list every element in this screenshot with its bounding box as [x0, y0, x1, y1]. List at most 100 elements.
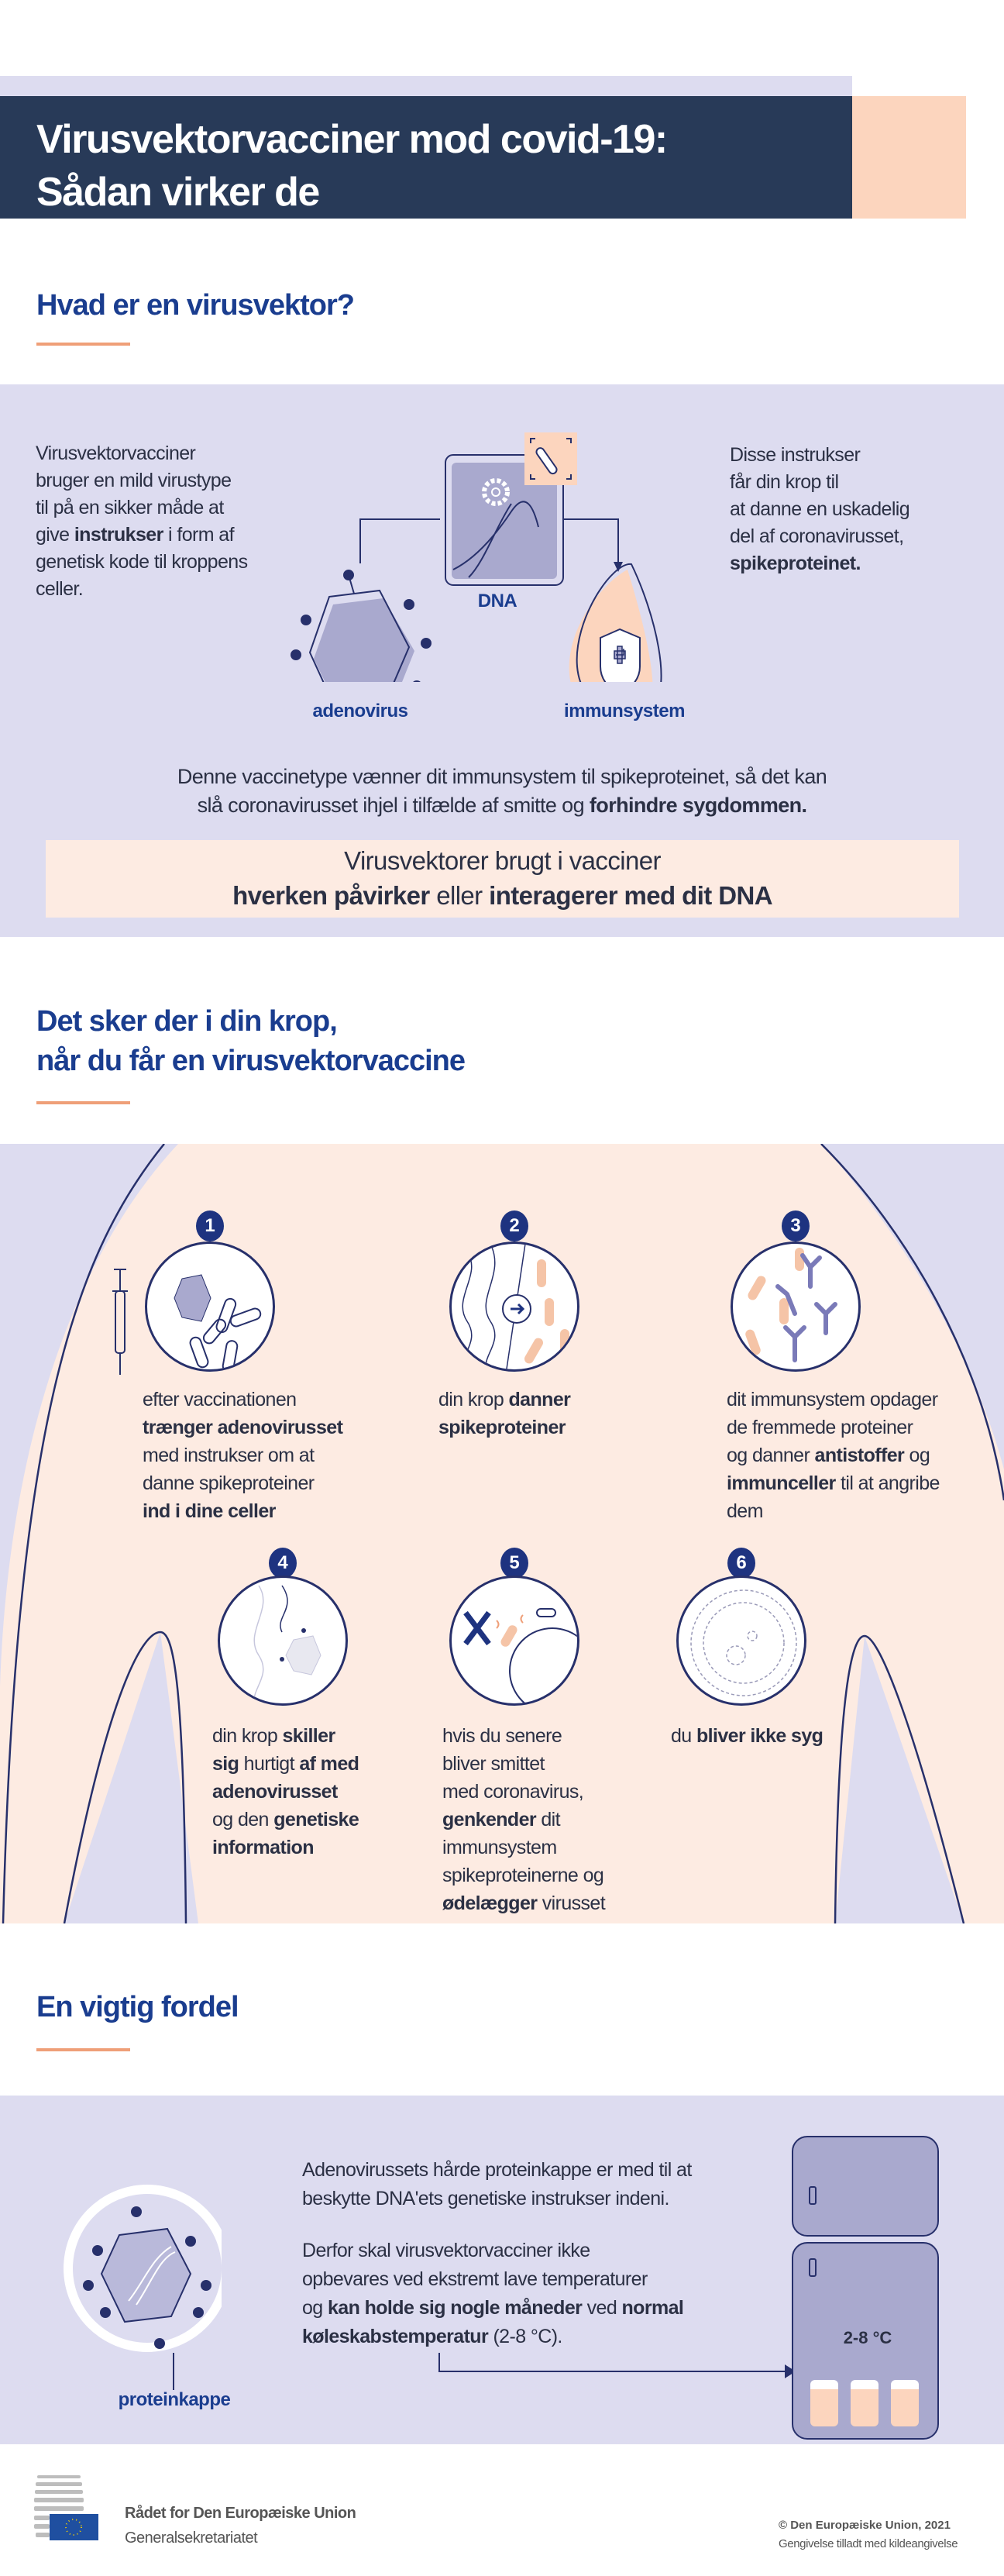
emphasis-text: bliver ikke syg [696, 1725, 823, 1747]
section3-para1: Adenovirussets hårde proteinkappe er med… [302, 2156, 692, 2213]
text-line: hvis du senere [442, 1722, 605, 1750]
text-segment: til at angribe [835, 1472, 940, 1494]
text-line: Adenovirussets hårde proteinkappe er med… [302, 2156, 692, 2185]
text-segment: at danne en uskadelig [730, 498, 910, 520]
text-line: adenovirusset [212, 1778, 359, 1806]
header-peach-block [852, 96, 966, 219]
text-line: køleskabstemperatur (2-8 °C). [302, 2323, 683, 2351]
label-adenovirus: adenovirus [312, 701, 408, 721]
emphasis-text: af med [299, 1753, 359, 1775]
text-line: give instrukser i form af [36, 522, 247, 549]
label-dna: DNA [477, 591, 517, 611]
text-line: bruger en mild virustype [36, 467, 247, 494]
emphasis-text: spikeproteinet. [730, 553, 861, 574]
fridge-arrow [438, 2353, 796, 2378]
text-line: og kan holde sig nogle måneder ved norma… [302, 2294, 684, 2323]
section1-underline [36, 343, 130, 346]
section3-underline [36, 2048, 130, 2051]
text-segment: immunsystem [442, 1837, 557, 1858]
footer-org-name: Rådet for Den Europæiske Union [125, 2505, 356, 2522]
text-segment: Virusvektorer brugt i vacciner [344, 846, 661, 875]
text-segment: give [36, 524, 74, 546]
healthy-cell-icon [690, 1589, 797, 1696]
text-line: din krop skiller [212, 1722, 359, 1750]
fridge-freezer-door [792, 2136, 939, 2237]
section3-para2: Derfor skal virusvektorvacciner ikke opbe… [302, 2237, 684, 2351]
spike-protein-production-icon [462, 1244, 569, 1369]
text-segment: opbevares ved ekstremt lave temperaturer [302, 2268, 648, 2290]
step-2-number: 2 [500, 1211, 528, 1242]
text-segment: del af coronavirusset, [730, 525, 904, 547]
callout-box: Virusvektorer brugt i vacciner hverken på… [46, 840, 959, 918]
footer-license: Gengivelse tilladt med kildeangivelse [779, 2537, 958, 2550]
footer-org-sub: Generalsekretariatet [125, 2530, 258, 2547]
antibodies-icon [745, 1248, 837, 1362]
immune-system-icon [569, 563, 662, 682]
text-line: slå coronavirusset ihjel i tilfælde af s… [0, 791, 1004, 820]
emphasis-text: information [212, 1837, 314, 1858]
text-segment: hvis du senere [442, 1725, 562, 1747]
step-4-number: 4 [269, 1548, 297, 1579]
text-line: trænger adenovirusset [143, 1414, 343, 1441]
text-line: sig hurtigt af med [212, 1750, 359, 1778]
step-6-text: du bliver ikke syg [671, 1722, 823, 1750]
text-segment: celler. [36, 578, 84, 600]
emphasis-text: danner [508, 1389, 571, 1410]
text-segment: dit [536, 1809, 560, 1830]
text-line: du bliver ikke syg [671, 1722, 823, 1750]
text-segment: slå coronavirusset ihjel i tilfælde af s… [197, 794, 590, 817]
text-line: med coronavirus, [442, 1778, 605, 1806]
text-segment: får din krop til [730, 471, 839, 493]
intro-summary: Denne vaccinetype vænner dit immunsystem… [0, 763, 1004, 820]
step-6-illustration [676, 1576, 806, 1706]
text-line: genetisk kode til kroppens [36, 549, 248, 576]
text-segment: og den [212, 1809, 274, 1830]
text-line: information [212, 1834, 359, 1861]
step-5-illustration [449, 1576, 579, 1706]
section1-heading: Hvad er en virusvektor? [36, 289, 355, 322]
dna-box-icon [445, 454, 564, 586]
step-2-illustration [449, 1242, 579, 1372]
text-segment: de fremmede proteiner [727, 1417, 913, 1438]
text-segment: og [302, 2297, 328, 2319]
text-segment: med instrukser om at [143, 1445, 315, 1466]
connector-lines [359, 518, 619, 563]
text-segment: bliver smittet [442, 1753, 545, 1775]
text-line: spikeproteinet. [730, 550, 909, 577]
section3-heading: En vigtig fordel [36, 1991, 239, 2023]
text-segment: (2-8 °C). [488, 2326, 562, 2347]
text-segment: genetisk kode til kroppens [36, 551, 248, 573]
fridge-handle-bottom [809, 2258, 817, 2277]
text-line: Virusvektorer brugt i vacciner [46, 843, 959, 878]
text-line: del af coronavirusset, [730, 523, 909, 550]
fridge-temperature: 2-8 °C [843, 2328, 892, 2347]
footer-copyright: © Den Europæiske Union, 2021 [779, 2519, 951, 2532]
fridge-icon: 2-8 °C [792, 2136, 944, 2440]
adenovirus-icon [291, 570, 432, 682]
text-segment: spikeproteinerne og [442, 1865, 604, 1886]
header-banner: Virusvektorvacciner mod covid-19: Sådan … [0, 96, 852, 219]
emphasis-text: forhindre sygdommen. [589, 794, 807, 817]
step-5-text: hvis du senere bliver smittet med coronavi… [442, 1722, 606, 1917]
text-line: dem [727, 1497, 940, 1525]
emphasis-text: spikeproteiner [438, 1417, 566, 1438]
emphasis-text: køleskabstemperatur [302, 2326, 489, 2347]
emphasis-text: genetiske [273, 1809, 359, 1830]
label-proteinkappe: proteinkappe [118, 2389, 231, 2410]
text-line: ødelægger virusset [442, 1889, 606, 1917]
fridge-handle-top [809, 2186, 817, 2205]
callout-text: Virusvektorer brugt i vacciner hverken på… [46, 840, 959, 913]
gene-tag-icon [524, 432, 577, 485]
text-line: og den genetiske [212, 1806, 359, 1834]
text-segment: efter vaccinationen [143, 1389, 297, 1410]
text-segment: dem [727, 1500, 763, 1522]
text-line: til på en sikker måde at [36, 494, 247, 522]
text-segment: virusset [537, 1892, 606, 1914]
virus-destroyed-icon [463, 1608, 577, 1703]
page-title-line2: Sådan virker de [36, 170, 320, 215]
text-segment: Denne vaccinetype vænner dit immunsystem… [177, 765, 827, 788]
step-5-number: 5 [500, 1548, 528, 1579]
text-line: beskytte DNA'ets genetiske instrukser in… [302, 2185, 692, 2213]
text-line: med instrukser om at [143, 1441, 342, 1469]
emphasis-text: trænger adenovirusset [143, 1417, 343, 1438]
